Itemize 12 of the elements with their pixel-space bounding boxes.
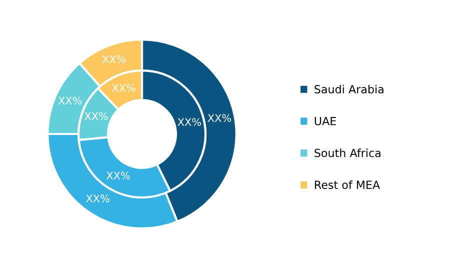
data-label: XX% (84, 112, 108, 120)
legend-label: South Africa (314, 148, 380, 158)
data-label: XX% (208, 114, 231, 122)
data-label: XX% (178, 118, 201, 126)
data-label: XX% (112, 84, 136, 92)
data-label: XX% (58, 96, 82, 105)
legend-label: UAE (314, 117, 336, 126)
legend-label: Saudi Arabia (314, 84, 384, 94)
data-label: XX% (106, 172, 130, 180)
legend-label: Rest of MEA (314, 180, 380, 190)
data-label: XX% (102, 55, 126, 64)
data-label: XX% (86, 194, 110, 202)
